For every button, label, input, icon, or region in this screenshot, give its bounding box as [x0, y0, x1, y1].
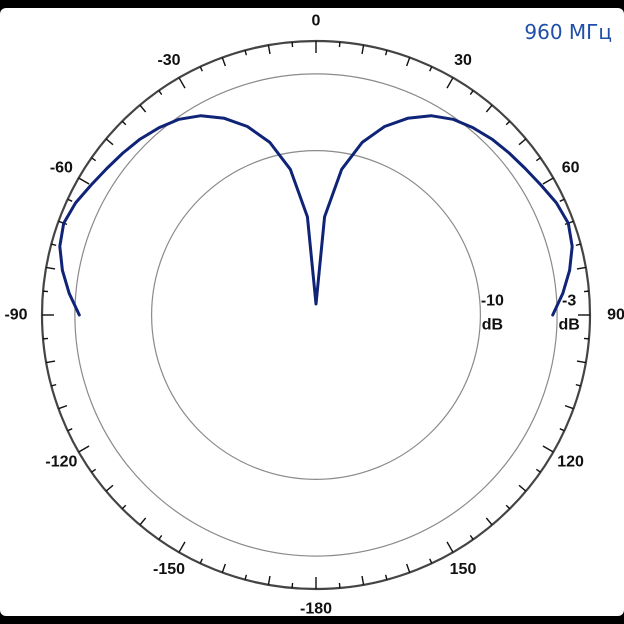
angle-tick [384, 574, 388, 580]
angle-label: -180 [300, 601, 332, 617]
angle-tick [485, 104, 493, 113]
angle-tick [51, 243, 57, 247]
angle-tick [58, 404, 68, 410]
angle-tick [405, 563, 411, 573]
angle-tick [575, 243, 581, 247]
angle-tick [542, 177, 554, 185]
angle-tick [469, 90, 474, 96]
ring-labels: -3 dB -10 dB [481, 293, 580, 334]
frequency-label: 960 МГц [524, 20, 612, 44]
angle-label: 150 [450, 561, 477, 578]
angle-tick [178, 77, 186, 89]
angle-tick [51, 383, 57, 387]
ring-label-unit: dB [482, 317, 503, 334]
angle-tick [576, 360, 586, 364]
angle-tick [78, 177, 90, 185]
angle-tick [78, 445, 90, 453]
angle-tick [267, 575, 271, 585]
angle-tick [384, 50, 388, 56]
grid-ring-m3 [74, 73, 558, 557]
angle-tick [221, 563, 227, 573]
angle-tick [91, 157, 97, 162]
angle-tick [505, 120, 511, 126]
ring-label-value: -3 [562, 293, 576, 310]
angle-tick [67, 198, 73, 202]
angle-tick [46, 360, 56, 364]
angle-label: 0 [312, 13, 321, 30]
angle-label: 120 [557, 454, 584, 471]
angle-tick [105, 138, 114, 146]
angle-tick [542, 445, 554, 453]
angle-label: 60 [562, 160, 580, 177]
angle-tick [244, 50, 248, 56]
angle-tick [199, 558, 203, 564]
angle-tick [361, 575, 365, 585]
angle-tick [429, 558, 433, 564]
angle-tick [139, 104, 147, 113]
angle-tick [446, 77, 454, 89]
angle-tick [105, 484, 114, 492]
chart-canvas: 0 30 60 90 120 150 -180 -150 -120 -90 -60 -30 -3 dB -… [0, 8, 624, 616]
angle-tick [505, 504, 511, 510]
angle-tick [267, 45, 271, 55]
angle-tick [199, 66, 203, 72]
grid-ring-m10 [151, 150, 481, 480]
angle-label: -30 [157, 52, 180, 69]
ring-label-unit: dB [558, 317, 579, 334]
angle-tick [469, 534, 474, 540]
angle-tick [121, 120, 127, 126]
angle-tick [446, 541, 454, 553]
angle-tick [535, 468, 541, 473]
angle-tick [46, 266, 56, 270]
angle-tick [535, 157, 541, 162]
angle-ticks [42, 41, 590, 589]
angle-tick [575, 383, 581, 387]
series-layer [58, 114, 574, 317]
angle-tick [121, 504, 127, 510]
angle-label: -120 [45, 454, 77, 471]
angle-tick [91, 468, 97, 473]
angle-tick [518, 484, 527, 492]
angle-tick [564, 404, 574, 410]
angle-label: 90 [607, 307, 624, 324]
angle-tick [158, 90, 163, 96]
angle-tick [158, 534, 163, 540]
angle-tick [405, 57, 411, 67]
angle-tick [485, 517, 493, 526]
angle-tick-labels: 0 30 60 90 120 150 -180 -150 -120 -90 -60 -30 [4, 13, 624, 617]
ring-label-value: -10 [481, 293, 504, 310]
series-line-0 [58, 114, 574, 317]
angle-tick [221, 57, 227, 67]
angle-tick [559, 428, 565, 432]
angle-label: 30 [454, 52, 472, 69]
angle-tick [67, 428, 73, 432]
angle-tick [518, 138, 527, 146]
angle-label: -60 [50, 160, 73, 177]
angle-tick [244, 574, 248, 580]
angle-label: -150 [153, 561, 185, 578]
angle-tick [576, 266, 586, 270]
angle-tick [429, 66, 433, 72]
angle-tick [559, 198, 565, 202]
angle-tick [139, 517, 147, 526]
angle-label: -90 [4, 307, 27, 324]
angle-tick [361, 45, 365, 55]
angle-tick [178, 541, 186, 553]
